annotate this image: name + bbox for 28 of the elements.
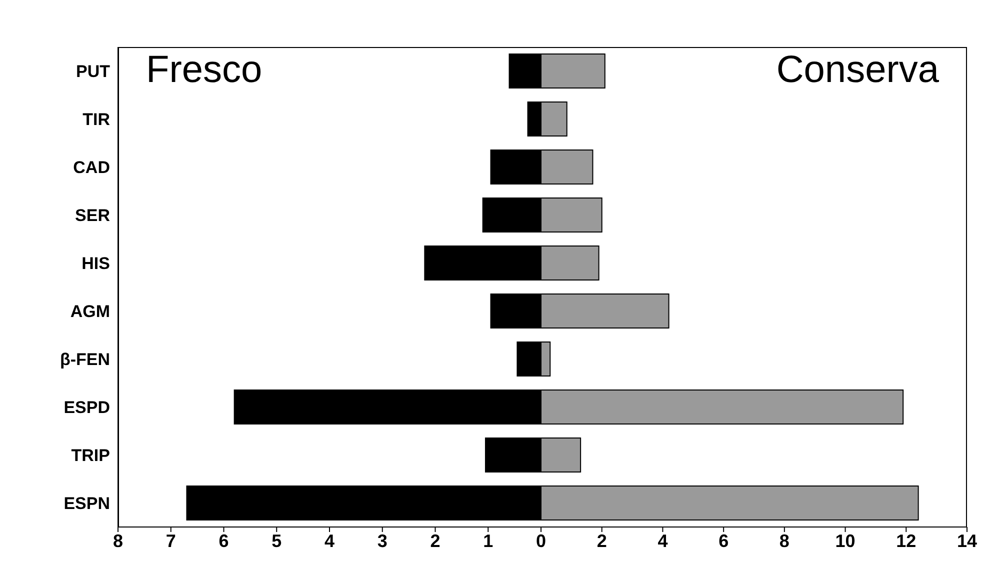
x-tick-label: 8 <box>779 530 790 551</box>
y-tick-label: PUT <box>76 62 111 82</box>
x-tick-label: 10 <box>835 530 856 551</box>
y-tick-label: HIS <box>82 254 110 274</box>
x-tick-label: 0 <box>536 530 546 551</box>
x-tick-label: 8 <box>112 530 124 551</box>
y-tick-label: CAD <box>73 158 110 178</box>
x-tick-label: 3 <box>377 530 388 551</box>
x-tick-label: 12 <box>896 530 916 551</box>
x-tick-label: 6 <box>218 530 229 551</box>
y-tick-label: ESPD <box>64 398 110 418</box>
x-tick-label: 14 <box>956 530 978 551</box>
x-tick-label: 4 <box>658 530 668 551</box>
y-tick-label: AGM <box>70 302 110 322</box>
x-tick-label: 7 <box>166 530 176 551</box>
y-tick-label: SER <box>75 206 110 226</box>
y-tick-label: TRIP <box>71 446 110 466</box>
x-tick-label: 4 <box>324 530 335 551</box>
x-tick-label: 5 <box>272 530 282 551</box>
y-tick-label: TIR <box>82 110 110 130</box>
chart-title: Conserva <box>775 49 939 91</box>
x-tick-label: 2 <box>596 530 607 551</box>
x-tick-label: 6 <box>718 530 729 551</box>
x-tick-label: 1 <box>483 530 494 551</box>
y-tick-label: β-FEN <box>60 350 110 370</box>
chart-title: Fresco <box>146 49 264 91</box>
y-tick-label: ESPN <box>64 494 110 514</box>
x-tick-label: 2 <box>430 530 440 551</box>
